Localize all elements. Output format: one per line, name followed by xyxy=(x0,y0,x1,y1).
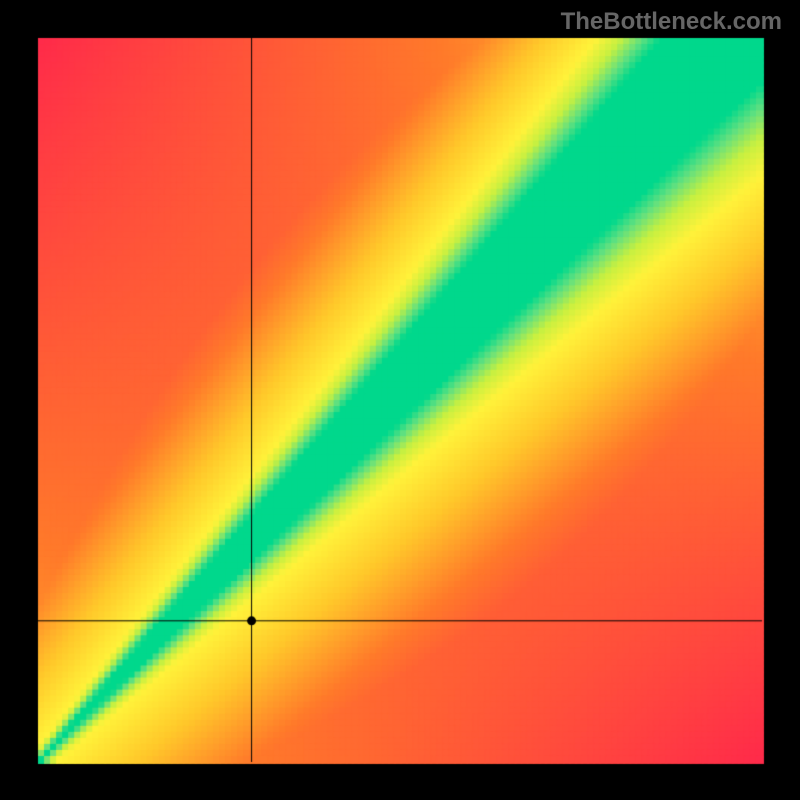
heatmap-canvas xyxy=(0,0,800,800)
chart-container: TheBottleneck.com xyxy=(0,0,800,800)
watermark-text: TheBottleneck.com xyxy=(561,8,782,36)
